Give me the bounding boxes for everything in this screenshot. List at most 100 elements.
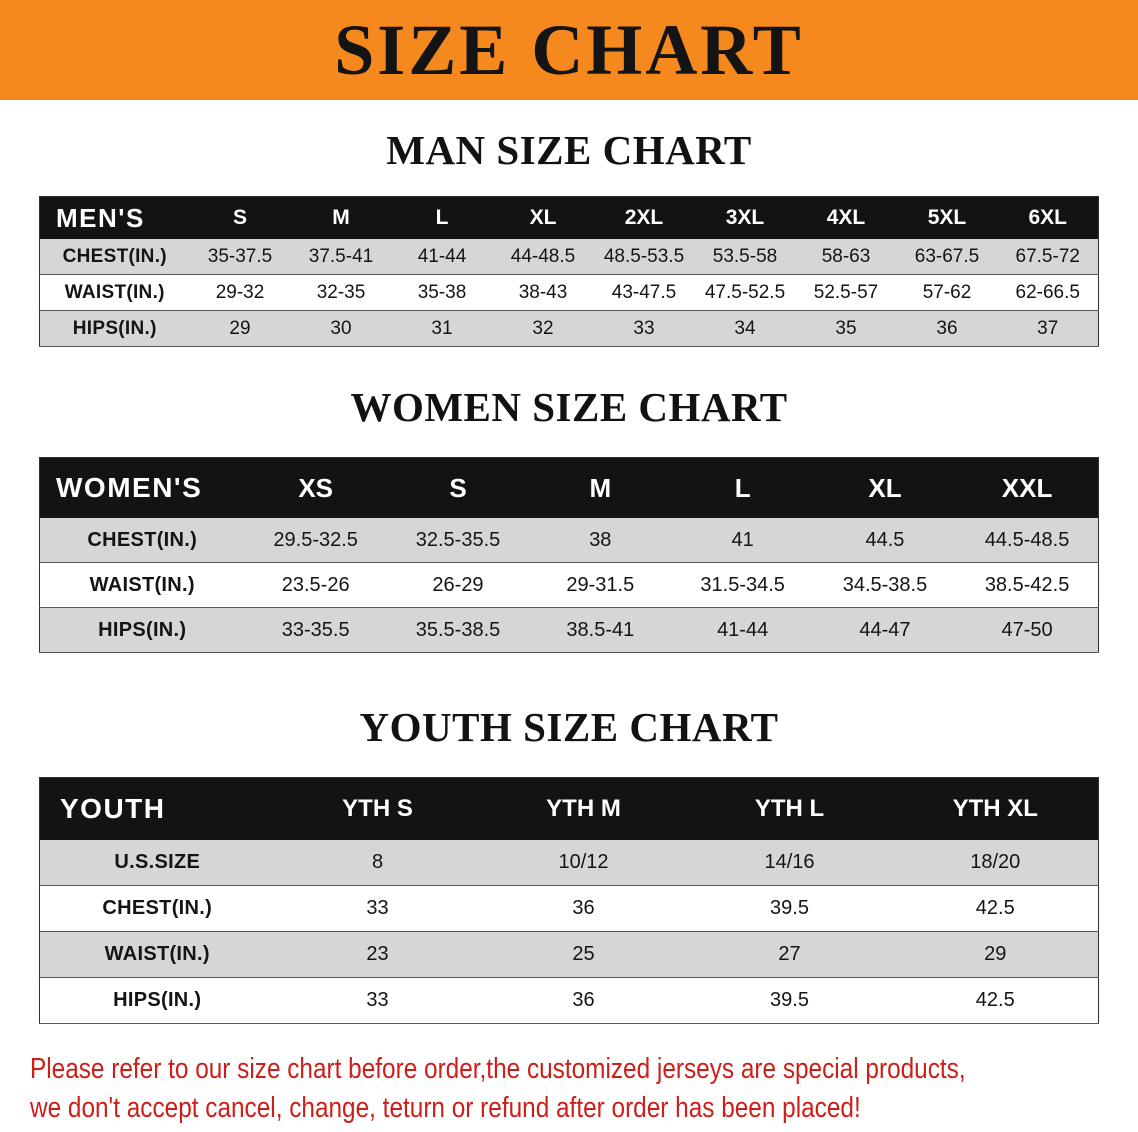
value-cell: 44.5-48.5 bbox=[984, 528, 1070, 551]
value-cell: 62-66.5 bbox=[1015, 281, 1080, 303]
value-cell: 38-43 bbox=[518, 281, 568, 303]
value-cell: 26-29 bbox=[432, 573, 484, 596]
value-cell: 39.5 bbox=[770, 989, 809, 1011]
header-cell: XL bbox=[813, 457, 957, 518]
value-cell: 29 bbox=[229, 317, 251, 339]
men-size-table: MEN'S S M L XL 2XL 3XL 4XL 5XL 6XL CHEST… bbox=[39, 196, 1099, 347]
table-row: CHEST(IN.) 29.5-32.5 32.5-35.5 38 41 44.… bbox=[39, 518, 1099, 563]
disclaimer-note: Please refer to our size chart before or… bbox=[30, 1050, 1138, 1128]
women-table-title: WOMEN'S bbox=[39, 457, 245, 518]
table-row: WAIST(IN.) 23.5-26 26-29 29-31.5 31.5-34… bbox=[39, 562, 1099, 608]
youth-header-row: YOUTH YTH S YTH M YTH L YTH XL bbox=[39, 777, 1099, 840]
row-label: CHEST(IN.) bbox=[62, 245, 167, 267]
header-cell: S bbox=[386, 457, 530, 518]
value-cell: 47-50 bbox=[1001, 618, 1053, 641]
table-row: WAIST(IN.) 23 25 27 29 bbox=[39, 931, 1099, 978]
value-cell: 32-35 bbox=[316, 281, 366, 303]
row-label: HIPS(IN.) bbox=[113, 989, 202, 1011]
header-cell: 6XL bbox=[997, 196, 1099, 239]
value-cell: 43-47.5 bbox=[611, 281, 677, 303]
header-cell: XS bbox=[244, 457, 387, 518]
header-cell: 2XL bbox=[593, 196, 695, 239]
table-row: CHEST(IN.) 35-37.5 37.5-41 41-44 44-48.5… bbox=[39, 239, 1099, 275]
value-cell: 67.5-72 bbox=[1015, 245, 1080, 267]
value-cell: 33 bbox=[366, 989, 389, 1011]
value-cell: 37.5-41 bbox=[308, 245, 374, 267]
row-label: U.S.SIZE bbox=[114, 851, 201, 873]
value-cell: 30 bbox=[330, 317, 352, 339]
value-cell: 38.5-42.5 bbox=[984, 573, 1070, 596]
header-cell: YTH S bbox=[274, 777, 481, 840]
value-cell: 8 bbox=[371, 851, 384, 873]
value-cell: 53.5-58 bbox=[712, 245, 778, 267]
women-size-table: WOMEN'S XS S M L XL XXL CHEST(IN.) 29.5-… bbox=[39, 457, 1099, 653]
header-cell: 4XL bbox=[795, 196, 897, 239]
value-cell: 35.5-38.5 bbox=[415, 618, 501, 641]
header-cell: YTH L bbox=[686, 777, 893, 840]
value-cell: 29.5-32.5 bbox=[273, 528, 358, 551]
value-cell: 23 bbox=[366, 943, 389, 965]
header-cell: L bbox=[391, 196, 493, 239]
value-cell: 42.5 bbox=[975, 897, 1015, 919]
youth-section-heading: YOUTH SIZE CHART bbox=[359, 704, 779, 750]
header-cell: YTH M bbox=[480, 777, 687, 840]
header-cell: XXL bbox=[956, 457, 1099, 518]
value-cell: 33 bbox=[633, 317, 655, 339]
value-cell: 25 bbox=[572, 943, 595, 965]
value-cell: 29-32 bbox=[215, 281, 265, 303]
table-row: U.S.SIZE 8 10/12 14/16 18/20 bbox=[39, 840, 1099, 886]
value-cell: 36 bbox=[572, 989, 595, 1011]
value-cell: 10/12 bbox=[558, 851, 609, 873]
header-cell: S bbox=[189, 196, 291, 239]
header-cell: XL bbox=[492, 196, 594, 239]
value-cell: 41-44 bbox=[717, 618, 769, 641]
table-row: HIPS(IN.) 33 36 39.5 42.5 bbox=[39, 977, 1099, 1024]
value-cell: 29 bbox=[984, 943, 1007, 965]
value-cell: 14/16 bbox=[764, 851, 815, 873]
row-label: CHEST(IN.) bbox=[102, 897, 213, 919]
women-section-heading: WOMEN SIZE CHART bbox=[350, 384, 788, 430]
table-row: WAIST(IN.) 29-32 32-35 35-38 38-43 43-47… bbox=[39, 274, 1099, 311]
header-cell: L bbox=[671, 457, 814, 518]
value-cell: 44.5 bbox=[865, 528, 905, 551]
youth-table-title: YOUTH bbox=[39, 777, 275, 840]
value-cell: 31 bbox=[431, 317, 453, 339]
table-row: CHEST(IN.) 33 36 39.5 42.5 bbox=[39, 885, 1099, 932]
value-cell: 35-38 bbox=[417, 281, 467, 303]
row-label: CHEST(IN.) bbox=[87, 528, 198, 551]
header-cell: M bbox=[529, 457, 672, 518]
value-cell: 41 bbox=[731, 528, 754, 551]
value-cell: 39.5 bbox=[770, 897, 809, 919]
youth-size-table: YOUTH YTH S YTH M YTH L YTH XL U.S.SIZE … bbox=[39, 777, 1099, 1024]
value-cell: 41-44 bbox=[417, 245, 467, 267]
value-cell: 57-62 bbox=[922, 281, 972, 303]
women-header-row: WOMEN'S XS S M L XL XXL bbox=[39, 457, 1099, 518]
value-cell: 48.5-53.5 bbox=[603, 245, 685, 267]
value-cell: 44-48.5 bbox=[510, 245, 576, 267]
value-cell: 42.5 bbox=[975, 989, 1015, 1011]
value-cell: 33-35.5 bbox=[281, 618, 350, 641]
value-cell: 35 bbox=[835, 317, 857, 339]
row-label: WAIST(IN.) bbox=[104, 943, 210, 965]
men-section-heading: MAN SIZE CHART bbox=[386, 127, 752, 173]
value-cell: 32.5-35.5 bbox=[415, 528, 501, 551]
value-cell: 37 bbox=[1037, 317, 1059, 339]
disclaimer-line-1: Please refer to our size chart before or… bbox=[30, 1053, 966, 1085]
row-label: HIPS(IN.) bbox=[98, 618, 187, 641]
value-cell: 35-37.5 bbox=[207, 245, 273, 267]
header-cell: M bbox=[290, 196, 392, 239]
value-cell: 33 bbox=[366, 897, 389, 919]
header-cell: 5XL bbox=[896, 196, 998, 239]
page-title: SIZE CHART bbox=[334, 9, 804, 90]
value-cell: 63-67.5 bbox=[914, 245, 980, 267]
table-row: HIPS(IN.) 33-35.5 35.5-38.5 38.5-41 41-4… bbox=[39, 607, 1099, 653]
value-cell: 31.5-34.5 bbox=[700, 573, 785, 596]
men-header-row: MEN'S S M L XL 2XL 3XL 4XL 5XL 6XL bbox=[39, 196, 1099, 239]
row-label: WAIST(IN.) bbox=[64, 281, 165, 303]
value-cell: 18/20 bbox=[970, 851, 1021, 873]
header-cell: 3XL bbox=[694, 196, 796, 239]
row-label: WAIST(IN.) bbox=[89, 573, 195, 596]
header-cell: YTH XL bbox=[892, 777, 1099, 840]
value-cell: 36 bbox=[572, 897, 595, 919]
value-cell: 32 bbox=[532, 317, 554, 339]
